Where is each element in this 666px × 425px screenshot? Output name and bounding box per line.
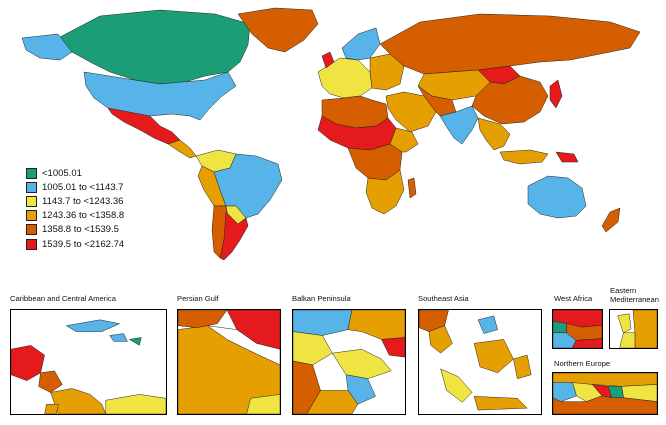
region-canada [57,9,251,85]
region-china [471,75,549,125]
legend-item: 1243.36 to <1358.8 [26,209,124,223]
legend-item: 1005.01 to <1143.7 [26,180,124,194]
inset-caribbean [10,309,167,415]
region-central-america [167,139,197,159]
legend-item: 1539.5 to <2162.74 [26,237,124,251]
inset-title-persian-gulf: Persian Gulf [177,294,219,303]
inset-title-northern-europe: Northern Europe [554,359,611,368]
legend-label: 1539.5 to <2162.74 [42,238,125,250]
inset-title-balkan: Balkan Peninsula [292,294,351,303]
region-scandinavia [341,27,381,61]
region-southern-africa [365,169,405,215]
inset-northern-europe [552,372,658,415]
legend-item: 1143.7 to <1243.36 [26,194,124,208]
region-usa [83,71,237,121]
world-map [21,7,641,261]
inset-west-africa-map [553,310,602,348]
region-argentina [219,211,249,261]
inset-title-caribbean: Caribbean and Central America [10,294,116,303]
inset-eastern-mediterranean-map [617,310,657,348]
region-australia [527,175,587,219]
region-russia [379,13,641,75]
inset-southeast-asia-map [419,310,532,411]
inset-title-southeast-asia: Southeast Asia [418,294,469,303]
inset-southeast-asia [418,309,542,415]
inset-persian-gulf [177,309,281,415]
region-papua [555,151,579,163]
legend-swatch [26,224,37,236]
legend: <1005.01 1005.01 to <1143.7 1143.7 to <1… [26,166,124,251]
region-indonesia [499,149,549,165]
inset-northern-europe-map [553,373,657,414]
inset-west-africa [552,309,603,349]
region-alaska [21,33,73,61]
legend-swatch [26,210,37,222]
legend-swatch [26,195,37,207]
legend-label: 1243.36 to <1358.8 [42,210,125,222]
inset-persian-gulf-map [178,310,280,414]
region-uk [321,51,335,69]
region-middle-east [385,91,437,133]
region-india [439,105,479,145]
legend-item: <1005.01 [26,166,124,180]
legend-swatch [26,167,37,179]
legend-item: 1358.8 to <1539.5 [26,223,124,237]
region-greenland [237,7,319,53]
inset-caribbean-map [11,319,166,414]
inset-balkan-map [293,310,405,414]
region-southeast-asia [477,117,511,151]
region-new-zealand [601,207,621,233]
legend-swatch [26,238,37,250]
region-western-europe [317,57,373,99]
inset-eastern-mediterranean [609,309,658,349]
region-horn-africa [389,127,419,153]
region-madagascar [407,177,417,199]
legend-label: 1143.7 to <1243.36 [42,195,124,207]
legend-label: 1358.8 to <1539.5 [42,224,119,236]
legend-label: 1005.01 to <1143.7 [42,181,124,193]
inset-title-eastern-mediterranean: Eastern Mediterranean [610,286,659,304]
inset-title-west-africa: West Africa [554,294,593,303]
inset-balkan [292,309,406,415]
legend-label: <1005.01 [42,167,82,179]
legend-swatch [26,181,37,193]
region-japan [549,79,563,109]
